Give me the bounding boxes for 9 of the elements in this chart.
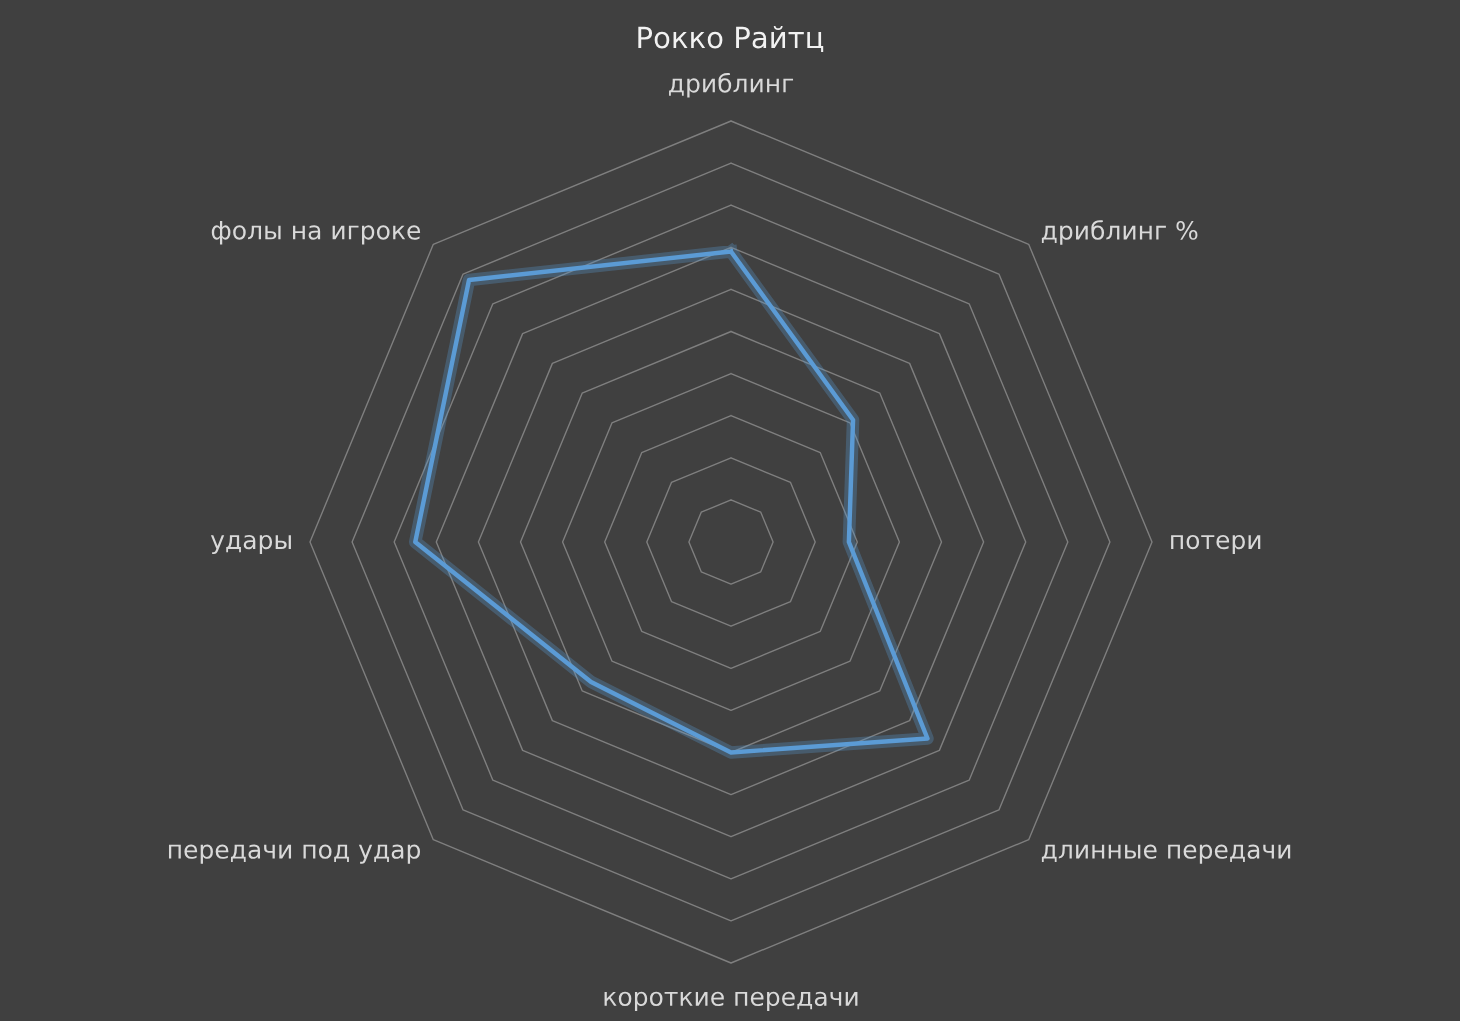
spoke-label: удары [210,534,291,555]
spoke-label: короткие передачи [604,991,858,1011]
spoke-label: фолы на игроке [211,221,421,245]
spoke-label: дриблинг [669,72,794,98]
chart-title: Рокко Райтц [638,26,824,53]
spoke-label: длинные передачи [1041,844,1291,864]
spoke-label: передачи под удар [168,844,421,864]
spoke-label: потери [1171,534,1261,555]
spoke-label: дриблинг % [1041,220,1198,245]
